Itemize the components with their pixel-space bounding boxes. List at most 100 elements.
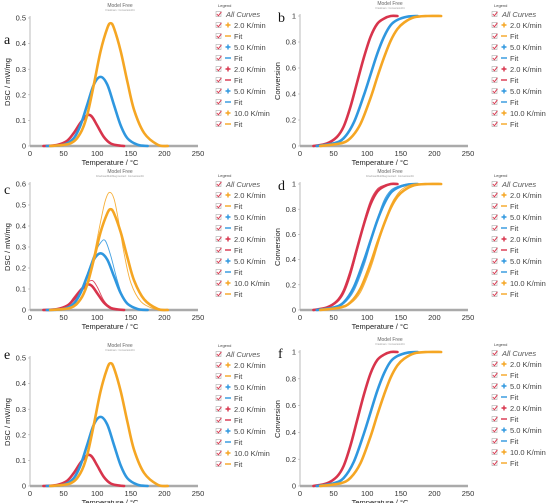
checkbox-icon[interactable] <box>215 110 222 116</box>
legend-item[interactable]: Fit <box>215 98 243 107</box>
checkbox-icon[interactable] <box>491 427 498 433</box>
legend-item[interactable]: Fit <box>215 32 243 41</box>
checkbox-icon[interactable] <box>491 99 498 105</box>
legend-item[interactable]: 5.0 K/min <box>215 383 266 392</box>
checkbox-icon[interactable] <box>491 280 498 286</box>
legend-item[interactable]: 2.0 K/min <box>491 404 542 413</box>
legend-item[interactable]: 2.0 K/min <box>491 235 542 244</box>
legend-item[interactable]: 10.0 K/min <box>491 448 546 457</box>
legend-item[interactable]: 10.0 K/min <box>215 109 270 118</box>
legend-item[interactable]: Fit <box>491 268 519 277</box>
checkbox-icon[interactable] <box>215 22 222 28</box>
legend-item[interactable]: 5.0 K/min <box>491 382 542 391</box>
checkbox-icon[interactable] <box>491 203 498 209</box>
legend-item[interactable]: 2.0 K/min <box>491 65 542 74</box>
legend-all-curves[interactable]: All Curves <box>501 349 536 358</box>
legend-item[interactable]: Fit <box>491 76 519 85</box>
legend-item[interactable]: 2.0 K/min <box>215 65 266 74</box>
checkbox-icon[interactable] <box>491 350 498 356</box>
checkbox-icon[interactable] <box>215 99 222 105</box>
legend-item[interactable]: Fit <box>215 54 243 63</box>
checkbox-icon[interactable] <box>491 22 498 28</box>
legend-all-curves[interactable]: All Curves <box>225 350 260 359</box>
checkbox-icon[interactable] <box>491 236 498 242</box>
legend-item[interactable]: Fit <box>491 290 519 299</box>
legend-item[interactable]: 5.0 K/min <box>491 257 542 266</box>
checkbox-icon[interactable] <box>215 203 222 209</box>
legend-item[interactable]: 10.0 K/min <box>215 279 270 288</box>
legend-item[interactable]: Fit <box>215 120 243 129</box>
legend-item[interactable]: 2.0 K/min <box>215 21 266 30</box>
legend-item[interactable]: Fit <box>215 438 243 447</box>
legend-item[interactable]: Fit <box>491 98 519 107</box>
checkbox-icon[interactable] <box>215 77 222 83</box>
checkbox-icon[interactable] <box>215 417 222 423</box>
legend-item[interactable]: Fit <box>215 76 243 85</box>
checkbox-icon[interactable] <box>491 225 498 231</box>
legend-item[interactable]: 2.0 K/min <box>215 361 266 370</box>
checkbox-icon[interactable] <box>215 395 222 401</box>
legend-item[interactable]: Fit <box>215 202 243 211</box>
checkbox-icon[interactable] <box>215 269 222 275</box>
checkbox-icon[interactable] <box>491 269 498 275</box>
legend-item[interactable]: 5.0 K/min <box>491 213 542 222</box>
checkbox-icon[interactable] <box>215 247 222 253</box>
legend-item[interactable]: Fit <box>491 202 519 211</box>
legend-item[interactable]: Fit <box>491 371 519 380</box>
legend-item[interactable]: 5.0 K/min <box>215 43 266 52</box>
legend-item[interactable]: 10.0 K/min <box>215 449 270 458</box>
checkbox-icon[interactable] <box>491 44 498 50</box>
checkbox-icon[interactable] <box>215 225 222 231</box>
checkbox-icon[interactable] <box>491 416 498 422</box>
checkbox-icon[interactable] <box>215 55 222 61</box>
checkbox-icon[interactable] <box>491 258 498 264</box>
legend-item[interactable]: Fit <box>215 372 243 381</box>
legend-item[interactable]: 5.0 K/min <box>491 426 542 435</box>
checkbox-icon[interactable] <box>215 280 222 286</box>
legend-all-curves[interactable]: All Curves <box>225 180 260 189</box>
legend-item[interactable]: 5.0 K/min <box>491 87 542 96</box>
checkbox-icon[interactable] <box>491 110 498 116</box>
checkbox-icon[interactable] <box>215 181 222 187</box>
checkbox-icon[interactable] <box>491 361 498 367</box>
checkbox-icon[interactable] <box>491 394 498 400</box>
legend-item[interactable]: 5.0 K/min <box>215 87 266 96</box>
checkbox-icon[interactable] <box>215 362 222 368</box>
checkbox-icon[interactable] <box>491 77 498 83</box>
legend-item[interactable]: 2.0 K/min <box>491 191 542 200</box>
checkbox-icon[interactable] <box>215 11 222 17</box>
checkbox-icon[interactable] <box>215 214 222 220</box>
checkbox-icon[interactable] <box>215 373 222 379</box>
checkbox-icon[interactable] <box>215 406 222 412</box>
legend-item[interactable]: Fit <box>491 54 519 63</box>
checkbox-icon[interactable] <box>491 121 498 127</box>
checkbox-icon[interactable] <box>215 44 222 50</box>
checkbox-icon[interactable] <box>491 88 498 94</box>
legend-item[interactable]: 5.0 K/min <box>215 213 266 222</box>
legend-item[interactable]: Fit <box>215 290 243 299</box>
checkbox-icon[interactable] <box>491 383 498 389</box>
checkbox-icon[interactable] <box>491 372 498 378</box>
checkbox-icon[interactable] <box>491 460 498 466</box>
legend-item[interactable]: 2.0 K/min <box>491 360 542 369</box>
legend-item[interactable]: Fit <box>215 246 243 255</box>
checkbox-icon[interactable] <box>491 11 498 17</box>
legend-item[interactable]: Fit <box>491 246 519 255</box>
checkbox-icon[interactable] <box>215 258 222 264</box>
legend-item[interactable]: Fit <box>491 393 519 402</box>
legend-item[interactable]: Fit <box>491 415 519 424</box>
legend-item[interactable]: 2.0 K/min <box>215 191 266 200</box>
legend-item[interactable]: Fit <box>215 416 243 425</box>
legend-item[interactable]: 10.0 K/min <box>491 279 546 288</box>
checkbox-icon[interactable] <box>215 428 222 434</box>
legend-item[interactable]: 2.0 K/min <box>215 235 266 244</box>
legend-item[interactable]: Fit <box>215 460 243 469</box>
checkbox-icon[interactable] <box>215 291 222 297</box>
checkbox-icon[interactable] <box>215 351 222 357</box>
checkbox-icon[interactable] <box>215 88 222 94</box>
legend-all-curves[interactable]: All Curves <box>225 10 260 19</box>
checkbox-icon[interactable] <box>491 192 498 198</box>
checkbox-icon[interactable] <box>491 449 498 455</box>
legend-item[interactable]: 5.0 K/min <box>215 427 266 436</box>
checkbox-icon[interactable] <box>491 438 498 444</box>
